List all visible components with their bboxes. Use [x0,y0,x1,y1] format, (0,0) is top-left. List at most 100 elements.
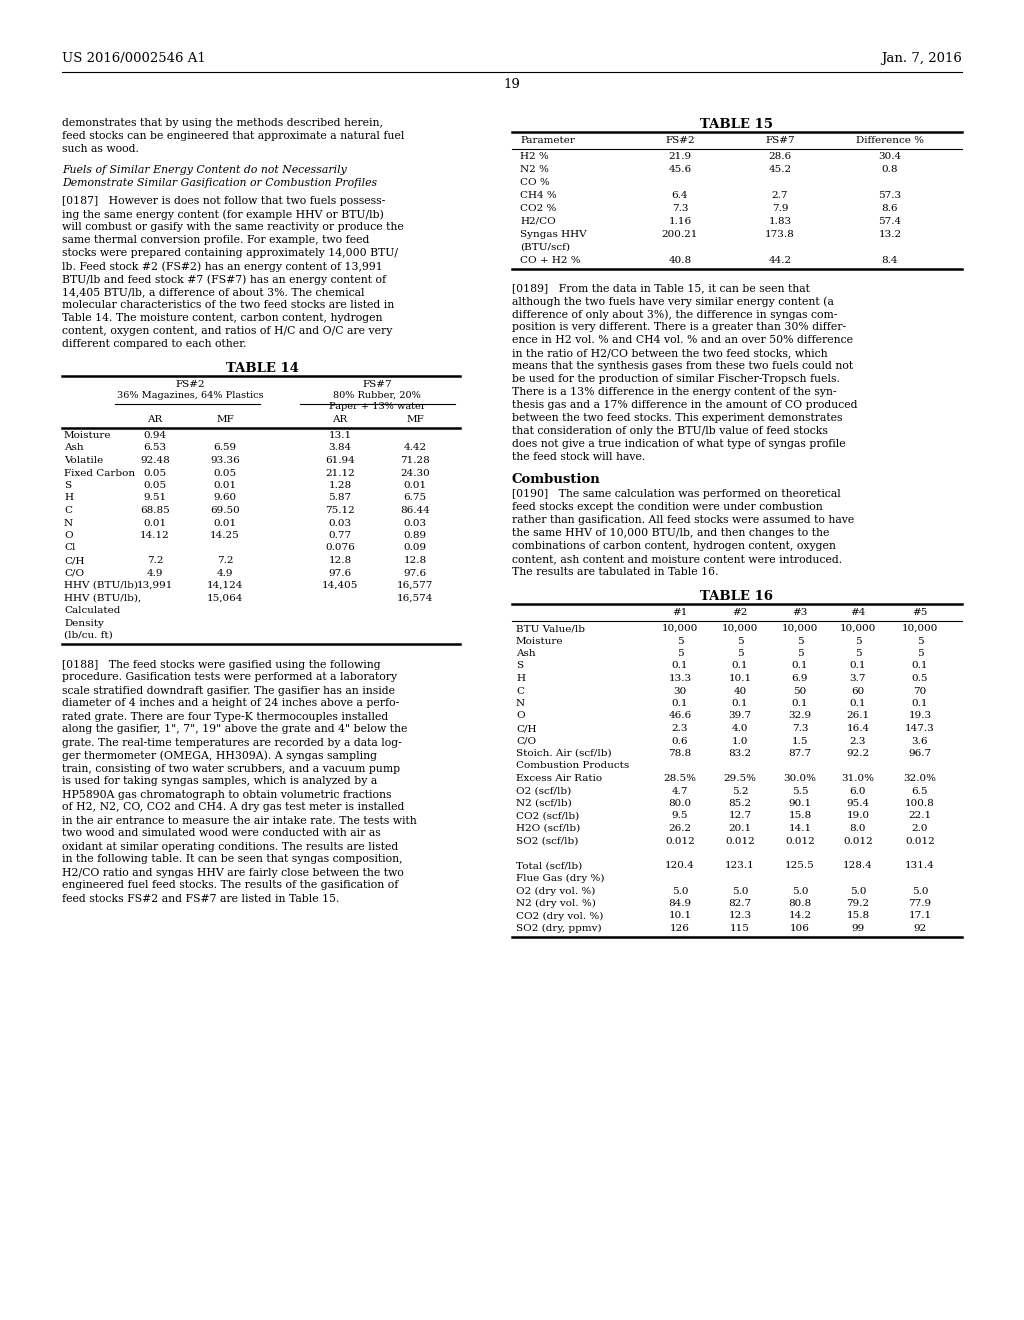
Text: CO2 (dry vol. %): CO2 (dry vol. %) [516,912,603,920]
Text: 22.1: 22.1 [908,812,932,821]
Text: 13,991: 13,991 [137,581,173,590]
Text: 90.1: 90.1 [788,799,812,808]
Text: scale stratified downdraft gasifier. The gasifier has an inside: scale stratified downdraft gasifier. The… [62,685,395,696]
Text: 0.012: 0.012 [785,837,815,846]
Text: 2.0: 2.0 [911,824,928,833]
Text: 16,577: 16,577 [397,581,433,590]
Text: 13.3: 13.3 [669,675,691,682]
Text: C/H: C/H [63,556,85,565]
Text: 0.05: 0.05 [213,469,237,478]
Text: oxidant at similar operating conditions. The results are listed: oxidant at similar operating conditions.… [62,842,398,851]
Text: 17.1: 17.1 [908,912,932,920]
Text: 5: 5 [677,649,683,657]
Text: 21.9: 21.9 [669,152,691,161]
Text: 4.9: 4.9 [217,569,233,578]
Text: 57.3: 57.3 [879,191,901,201]
Text: Flue Gas (dry %): Flue Gas (dry %) [516,874,604,883]
Text: 5: 5 [855,636,861,645]
Text: CO2 %: CO2 % [520,205,556,213]
Text: Parameter: Parameter [520,136,574,145]
Text: 12.8: 12.8 [403,556,427,565]
Text: in the following table. It can be seen that syngas composition,: in the following table. It can be seen t… [62,854,402,865]
Text: 0.5: 0.5 [911,675,928,682]
Text: 0.1: 0.1 [911,700,928,708]
Text: [0187]   However is does not follow that two fuels possess-: [0187] However is does not follow that t… [62,195,385,206]
Text: such as wood.: such as wood. [62,144,139,154]
Text: 8.6: 8.6 [882,205,898,213]
Text: Total (scf/lb): Total (scf/lb) [516,862,583,870]
Text: 5.87: 5.87 [329,494,351,503]
Text: Ash: Ash [63,444,84,453]
Text: Excess Air Ratio: Excess Air Ratio [516,774,602,783]
Text: lb. Feed stock #2 (FS#2) has an energy content of 13,991: lb. Feed stock #2 (FS#2) has an energy c… [62,261,383,272]
Text: 120.4: 120.4 [666,862,695,870]
Text: N: N [516,700,525,708]
Text: #1: #1 [673,609,688,616]
Text: 39.7: 39.7 [728,711,752,721]
Text: 125.5: 125.5 [785,862,815,870]
Text: N2 %: N2 % [520,165,549,174]
Text: 126: 126 [670,924,690,933]
Text: position is very different. There is a greater than 30% differ-: position is very different. There is a g… [512,322,846,333]
Text: 123.1: 123.1 [725,862,755,870]
Text: O2 (dry vol. %): O2 (dry vol. %) [516,887,595,896]
Text: procedure. Gasification tests were performed at a laboratory: procedure. Gasification tests were perfo… [62,672,397,682]
Text: 68.85: 68.85 [140,506,170,515]
Text: TABLE 15: TABLE 15 [700,117,773,131]
Text: 10,000: 10,000 [902,624,938,634]
Text: although the two fuels have very similar energy content (a: although the two fuels have very similar… [512,296,834,306]
Text: 14.25: 14.25 [210,531,240,540]
Text: 99: 99 [851,924,864,933]
Text: 5.0: 5.0 [792,887,808,895]
Text: 14.1: 14.1 [788,824,812,833]
Text: 69.50: 69.50 [210,506,240,515]
Text: 10.1: 10.1 [728,675,752,682]
Text: 92.2: 92.2 [847,748,869,758]
Text: 9.51: 9.51 [143,494,167,503]
Text: 0.1: 0.1 [672,700,688,708]
Text: 0.89: 0.89 [403,531,427,540]
Text: ger thermometer (OMEGA, HH309A). A syngas sampling: ger thermometer (OMEGA, HH309A). A synga… [62,751,377,762]
Text: FS#2: FS#2 [666,136,695,145]
Text: 28.5%: 28.5% [664,774,696,783]
Text: 26.2: 26.2 [669,824,691,833]
Text: 87.7: 87.7 [788,748,812,758]
Text: 3.6: 3.6 [911,737,928,746]
Text: 50: 50 [794,686,807,696]
Text: 30.0%: 30.0% [783,774,816,783]
Text: two wood and simulated wood were conducted with air as: two wood and simulated wood were conduct… [62,829,381,838]
Text: 147.3: 147.3 [905,723,935,733]
Text: 7.3: 7.3 [792,723,808,733]
Text: in the ratio of H2/CO between the two feed stocks, which: in the ratio of H2/CO between the two fe… [512,348,827,358]
Text: H: H [516,675,525,682]
Text: 2.3: 2.3 [672,723,688,733]
Text: 5.2: 5.2 [732,787,749,796]
Text: Demonstrate Similar Gasification or Combustion Profiles: Demonstrate Similar Gasification or Comb… [62,178,377,187]
Text: 5: 5 [736,636,743,645]
Text: MF: MF [407,414,424,424]
Text: different compared to each other.: different compared to each other. [62,339,247,348]
Text: 14.2: 14.2 [788,912,812,920]
Text: 3.7: 3.7 [850,675,866,682]
Text: O2 (scf/lb): O2 (scf/lb) [516,787,571,796]
Text: FS#2: FS#2 [175,380,205,389]
Text: 0.01: 0.01 [213,519,237,528]
Text: 9.5: 9.5 [672,812,688,821]
Text: 86.44: 86.44 [400,506,430,515]
Text: 10,000: 10,000 [722,624,758,634]
Text: BTU Value/lb: BTU Value/lb [516,624,585,634]
Text: 14,405: 14,405 [322,581,358,590]
Text: 28.6: 28.6 [768,152,792,161]
Text: 0.09: 0.09 [403,544,427,553]
Text: 6.59: 6.59 [213,444,237,453]
Text: 5.5: 5.5 [792,787,808,796]
Text: 92: 92 [913,924,927,933]
Text: 0.01: 0.01 [403,480,427,490]
Text: Calculated: Calculated [63,606,121,615]
Text: rated grate. There are four Type-K thermocouples installed: rated grate. There are four Type-K therm… [62,711,388,722]
Text: feed stocks except the condition were under combustion: feed stocks except the condition were un… [512,502,822,512]
Text: be used for the production of similar Fischer-Tropsch fuels.: be used for the production of similar Fi… [512,374,840,384]
Text: 79.2: 79.2 [847,899,869,908]
Text: 57.4: 57.4 [879,216,901,226]
Text: 4.9: 4.9 [146,569,163,578]
